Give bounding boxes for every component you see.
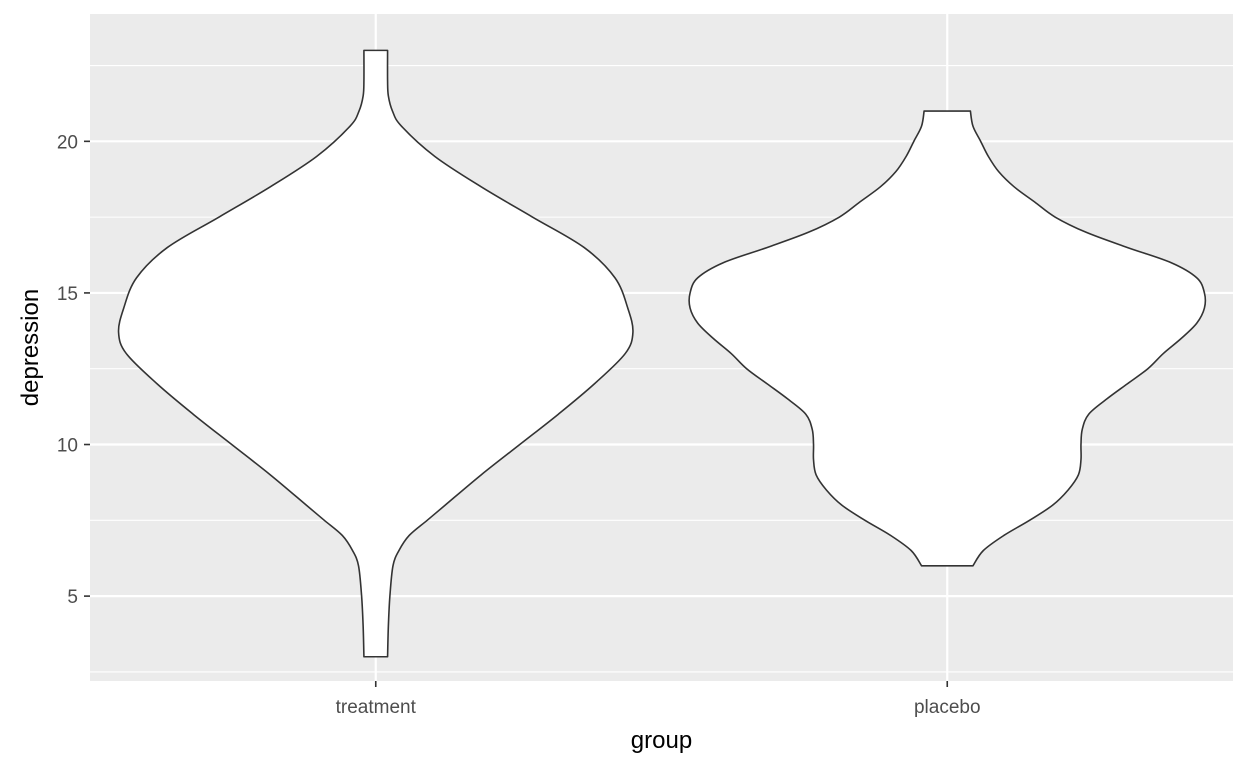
y-axis-title: depression: [17, 289, 44, 406]
y-tick-label: 10: [57, 436, 78, 457]
y-tick-labels: 5 10 15 20: [57, 132, 78, 608]
violins-layer: [117, 49, 1207, 658]
violin-placebo: [688, 110, 1207, 567]
x-tick-label-placebo: placebo: [914, 697, 981, 718]
x-axis-title: group: [631, 727, 692, 754]
violin-treatment: [117, 49, 634, 658]
y-tick-label: 5: [67, 587, 78, 608]
axis-ticks: [84, 140, 949, 687]
x-tick-label-treatment: treatment: [336, 697, 417, 718]
y-tick-label: 15: [57, 284, 78, 305]
x-tick-labels: treatment placebo: [336, 697, 981, 718]
y-tick-label: 20: [57, 132, 78, 153]
